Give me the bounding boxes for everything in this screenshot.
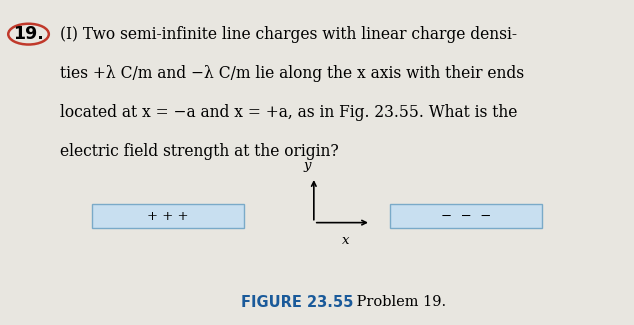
- Text: −  −  −: − − −: [441, 210, 491, 223]
- Text: 19.: 19.: [13, 25, 44, 43]
- Text: electric field strength at the origin?: electric field strength at the origin?: [60, 143, 339, 160]
- Text: located at x = −a and x = +a, as in Fig. 23.55. What is the: located at x = −a and x = +a, as in Fig.…: [60, 104, 517, 121]
- Text: (I) Two semi-infinite line charges with linear charge densi-: (I) Two semi-infinite line charges with …: [60, 26, 517, 43]
- Text: + + +: + + +: [147, 210, 189, 223]
- Text: FIGURE 23.55: FIGURE 23.55: [241, 295, 353, 310]
- Text: y: y: [304, 159, 311, 172]
- Text: ties +λ C/m and −λ C/m lie along the x axis with their ends: ties +λ C/m and −λ C/m lie along the x a…: [60, 65, 524, 82]
- Bar: [92, 204, 244, 228]
- Text: Problem 19.: Problem 19.: [352, 295, 446, 309]
- Bar: [390, 204, 542, 228]
- Text: x: x: [342, 234, 349, 247]
